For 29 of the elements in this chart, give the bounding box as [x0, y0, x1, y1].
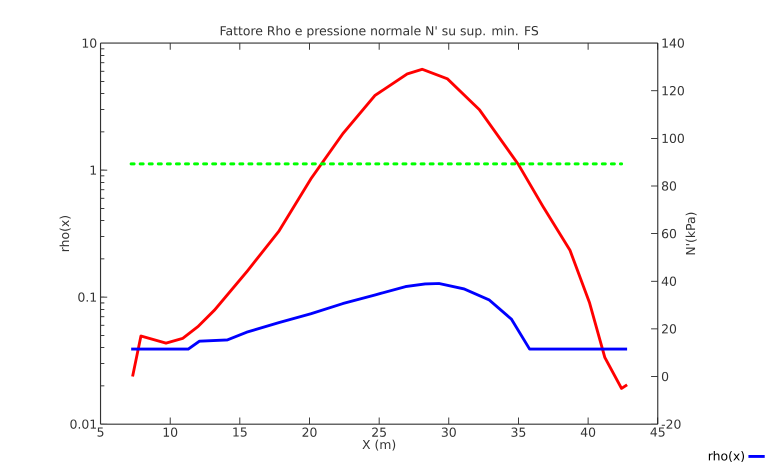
x-tick-label: 25 — [372, 427, 386, 437]
y2-tick-label: 120 — [662, 86, 684, 96]
y2-tick-label: 40 — [662, 276, 676, 286]
y-tick-label: 10 — [82, 38, 96, 48]
line-series — [130, 282, 629, 350]
y2-tick-label: 80 — [662, 181, 676, 191]
x-tick-label: 15 — [233, 427, 247, 437]
x-tick-label: 35 — [512, 427, 526, 437]
y2-tick-label: 140 — [662, 38, 684, 48]
y2-tick-label: 0 — [662, 372, 668, 382]
legend-label: rho(x) — [708, 450, 744, 462]
y2-tick-label: 100 — [662, 134, 684, 144]
y-axis-title: rho(x) — [60, 216, 71, 252]
x-tick-label: 10 — [164, 427, 178, 437]
chart-title: Fattore Rho e pressione normale N' su sup. min. FS — [220, 26, 538, 38]
y-tick-label: 0.1 — [78, 292, 96, 302]
x-tick-label: 30 — [442, 427, 456, 437]
y-tick-label: 1 — [90, 166, 96, 175]
x-axis-title: X (m) — [362, 440, 396, 451]
y2-tick-label: 20 — [662, 324, 676, 334]
x-tick-label: 45 — [650, 427, 665, 437]
y2-axis-title: N'(kPa) — [686, 212, 697, 254]
y2-tick-label: 60 — [662, 228, 676, 238]
x-tick-label: 40 — [580, 427, 596, 437]
y-tick-label: 0.01 — [70, 419, 96, 429]
x-tick-label: 20 — [302, 427, 317, 437]
y2-tick-label: -20 — [662, 419, 681, 429]
line-series — [131, 68, 629, 390]
x-tick-label: 5 — [98, 427, 104, 437]
